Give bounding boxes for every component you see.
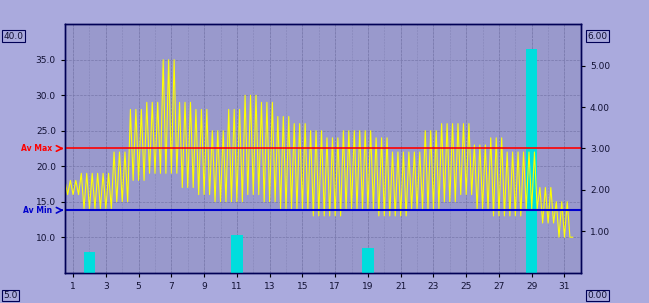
Text: 6.00: 6.00 bbox=[587, 32, 607, 41]
Bar bbox=[84, 252, 95, 273]
Text: 0.00: 0.00 bbox=[587, 291, 607, 300]
Text: Av Min: Av Min bbox=[23, 206, 52, 215]
Text: Av Max: Av Max bbox=[21, 144, 52, 153]
Bar bbox=[526, 49, 537, 273]
Bar bbox=[231, 235, 243, 273]
Text: 40.0: 40.0 bbox=[3, 32, 23, 41]
Bar bbox=[362, 248, 374, 273]
Text: 5.0: 5.0 bbox=[3, 291, 18, 300]
